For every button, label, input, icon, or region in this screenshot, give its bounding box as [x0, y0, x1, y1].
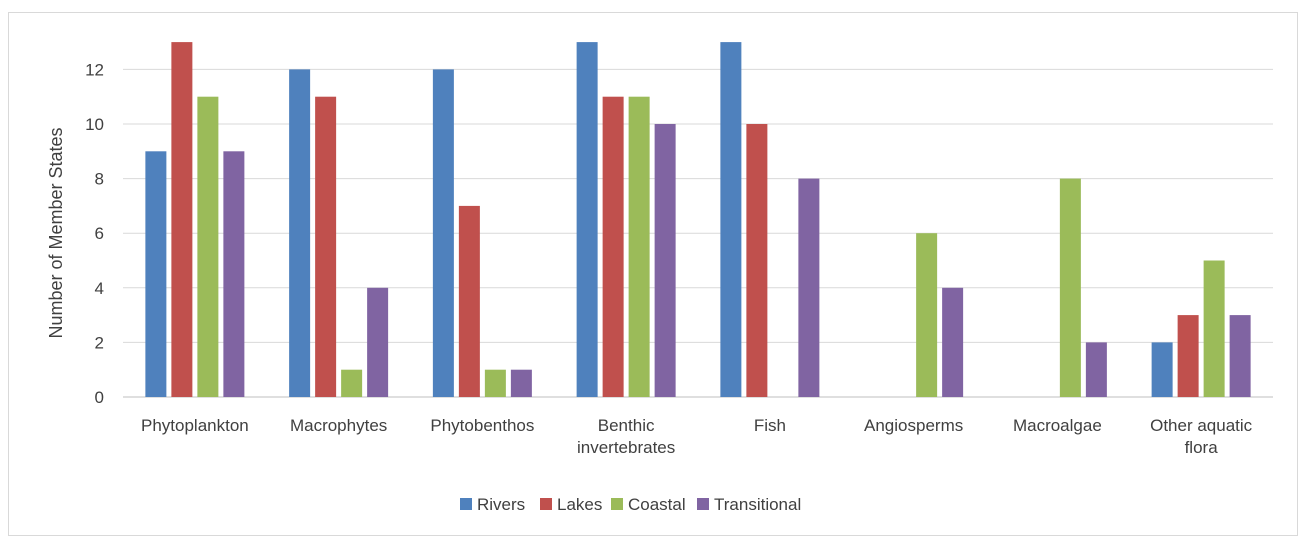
category-label: invertebrates	[577, 438, 675, 457]
bar-coastal	[1059, 178, 1081, 397]
legend-label-transitional: Transitional	[714, 495, 801, 514]
bar-coastal	[1203, 260, 1225, 397]
category-label: Phytoplankton	[141, 416, 249, 435]
y-axis-label: Number of Member States	[46, 127, 66, 338]
bar-lakes	[1177, 315, 1199, 397]
bar-transitional	[798, 178, 820, 397]
category-label: Phytobenthos	[430, 416, 534, 435]
y-tick-label: 8	[95, 170, 104, 189]
bar-lakes	[171, 42, 193, 397]
bar-transitional	[942, 287, 964, 397]
bar-lakes	[602, 96, 624, 397]
category-label: Benthic	[598, 416, 655, 435]
bar-transitional	[510, 369, 532, 397]
bar-lakes	[746, 124, 768, 397]
bar-coastal	[197, 96, 219, 397]
bar-transitional	[654, 124, 676, 397]
y-tick-label: 4	[95, 279, 104, 298]
bar-transitional	[1085, 342, 1107, 397]
y-tick-label: 0	[95, 388, 104, 407]
y-tick-label: 2	[95, 333, 104, 352]
category-label: Other aquatic	[1150, 416, 1253, 435]
bar-coastal	[916, 233, 938, 397]
bar-lakes	[458, 205, 480, 397]
chart-frame	[8, 12, 1298, 536]
legend: Rivers Lakes Coastal Transitional	[460, 495, 801, 514]
legend-swatch-transitional	[697, 498, 709, 510]
category-label: flora	[1185, 438, 1219, 457]
bar-lakes	[315, 96, 337, 397]
bar-transitional	[223, 151, 245, 397]
bar-rivers	[1151, 342, 1173, 397]
y-axis-ticks: 0 2 4 6 8 10 12	[85, 60, 104, 407]
bar-rivers	[145, 151, 167, 397]
bar-coastal	[628, 96, 650, 397]
category-label: Fish	[754, 416, 786, 435]
y-tick-label: 6	[95, 224, 104, 243]
bar-rivers	[432, 69, 454, 398]
bar-rivers	[289, 69, 311, 398]
bar-coastal	[341, 369, 363, 397]
bar-coastal	[484, 369, 506, 397]
legend-label-lakes: Lakes	[557, 495, 602, 514]
bar-transitional	[367, 287, 389, 397]
category-label: Angiosperms	[864, 416, 963, 435]
y-tick-label: 12	[85, 60, 104, 79]
x-axis-categories: Phytoplankton Macrophytes Phytobenthos Bent…	[141, 416, 1253, 457]
y-tick-label: 10	[85, 115, 104, 134]
category-label: Macroalgae	[1013, 416, 1102, 435]
bars	[145, 42, 1251, 398]
category-label: Macrophytes	[290, 416, 387, 435]
legend-label-rivers: Rivers	[477, 495, 525, 514]
legend-label-coastal: Coastal	[628, 495, 686, 514]
legend-swatch-lakes	[540, 498, 552, 510]
bar-transitional	[1229, 315, 1251, 397]
gridlines	[123, 68, 1273, 398]
bar-rivers	[720, 42, 742, 397]
bar-rivers	[576, 42, 598, 397]
legend-swatch-coastal	[611, 498, 623, 510]
legend-swatch-rivers	[460, 498, 472, 510]
